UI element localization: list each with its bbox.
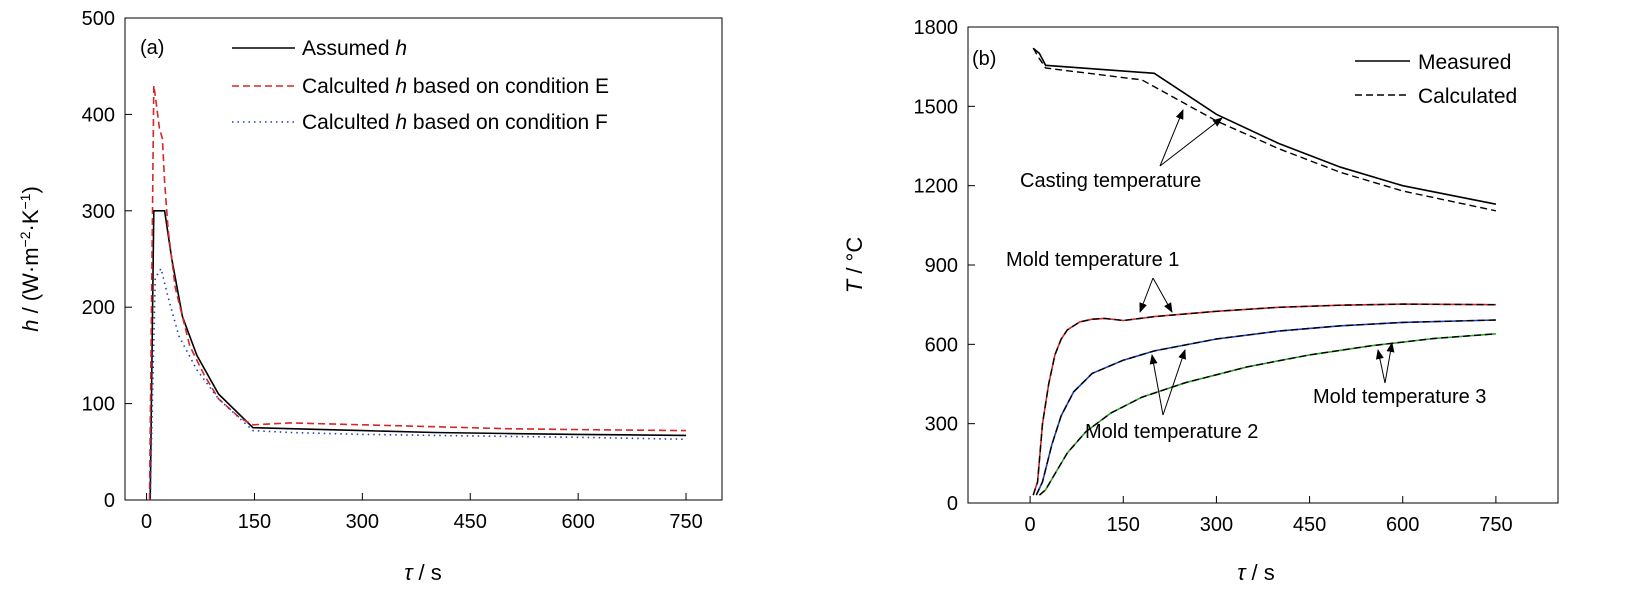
chart-b-y-tick-label: 1500 xyxy=(914,96,959,118)
arrow-mold1-a xyxy=(1139,277,1154,313)
chart-b-x-tick-label: 750 xyxy=(1479,514,1512,536)
arrow-mold3-b xyxy=(1384,342,1395,384)
series-calculated-2 xyxy=(1035,319,1496,496)
chart-a-y-tick-label: 100 xyxy=(82,394,115,416)
chart-b-x-tick-label: 150 xyxy=(1107,514,1140,536)
series-measured-3 xyxy=(1038,333,1496,496)
annotation-mold-temperature-1: Mold temperature 1 xyxy=(1006,249,1179,271)
chart-b-annotation-arrows xyxy=(1139,109,1395,416)
chart-a-x-tick-label: 0 xyxy=(141,511,152,533)
chart-b-y-tick-label: 0 xyxy=(947,493,958,515)
chart-a-x-tick-label: 150 xyxy=(238,511,271,533)
chart-b-y-tick-label: 900 xyxy=(925,255,958,277)
chart-b-x-tick-label: 450 xyxy=(1293,514,1326,536)
chart-a-y-tick-label: 300 xyxy=(82,201,115,223)
chart-a-y-tick-label: 400 xyxy=(82,104,115,126)
chart-b-legend: Measured Calculated xyxy=(1355,51,1517,108)
chart-a-x-tick-label: 600 xyxy=(561,511,594,533)
chart-a-panel-label: (a) xyxy=(140,37,164,59)
annotation-mold-temperature-2: Mold temperature 2 xyxy=(1085,421,1258,443)
legend-label-measured: Measured xyxy=(1418,51,1511,74)
legend-label-assumed: Assumed h xyxy=(302,37,407,60)
chart-b-y-tick-label: 300 xyxy=(925,414,958,436)
series-calculated-1 xyxy=(1032,303,1496,496)
arrow-mold1-b xyxy=(1152,277,1173,313)
chart-b-x-tick-label: 600 xyxy=(1386,514,1419,536)
arrow-casting-calculated xyxy=(1159,117,1223,167)
chart-a-x-axis-title: τ / s xyxy=(404,560,442,585)
chart-a-y-ticks: 0 100 200 300 400 500 xyxy=(82,8,132,512)
arrow-mold2-a xyxy=(1149,354,1164,416)
legend-label-condition-e: Calculted h based on condition E xyxy=(302,75,609,98)
series-line-a-2 xyxy=(149,266,687,501)
legend-label-condition-f: Calculted h based on condition F xyxy=(302,111,608,134)
annotation-casting-temperature: Casting temperature xyxy=(1020,170,1201,192)
chart-b-annotations: Casting temperature Mold temperature 1 M… xyxy=(1006,170,1486,443)
chart-a-y-axis-title: h / (W·m−2·K−1) xyxy=(17,186,43,332)
chart-b-y-ticks: 0 300 600 900 1200 1500 1800 xyxy=(914,17,975,515)
chart-a-series xyxy=(148,85,687,501)
arrow-casting-measured xyxy=(1159,109,1184,167)
series-calculated-3 xyxy=(1038,333,1496,496)
legend-label-calculated: Calculated xyxy=(1418,85,1517,108)
chart-a-x-ticks: 0 150 300 450 600 750 xyxy=(141,493,703,533)
chart-a: 0 150 300 450 600 750 0 100 200 300 400 500 (a) As… xyxy=(17,8,723,585)
series-measured-0 xyxy=(1032,47,1497,205)
series-calculated-0 xyxy=(1032,47,1497,212)
chart-a-x-tick-label: 750 xyxy=(669,511,702,533)
annotation-mold-temperature-3: Mold temperature 3 xyxy=(1313,386,1486,408)
chart-b-x-tick-label: 0 xyxy=(1025,514,1036,536)
chart-b-y-tick-label: 1800 xyxy=(914,17,959,39)
chart-a-y-tick-label: 500 xyxy=(82,8,115,30)
chart-a-y-tick-label: 0 xyxy=(104,490,115,512)
series-line-a-0 xyxy=(149,210,687,501)
arrow-mold3-a xyxy=(1375,349,1386,384)
chart-b-panel-label: (b) xyxy=(972,48,996,70)
chart-a-plot-frame xyxy=(124,17,723,501)
chart-a-y-tick-label: 200 xyxy=(82,297,115,319)
chart-b-x-ticks: 0 150 300 450 600 750 xyxy=(1025,496,1513,536)
series-line-a-1 xyxy=(148,85,687,501)
chart-b-y-tick-label: 1200 xyxy=(914,176,959,198)
chart-b-x-axis-title: τ / s xyxy=(1237,560,1275,585)
chart-b-x-tick-label: 300 xyxy=(1200,514,1233,536)
chart-a-legend: Assumed h Calculted h based on condition… xyxy=(232,37,609,134)
arrow-mold2-b xyxy=(1162,349,1186,416)
chart-b-y-tick-label: 600 xyxy=(925,334,958,356)
chart-b-series xyxy=(1032,47,1497,496)
chart-a-x-tick-label: 300 xyxy=(346,511,379,533)
chart-b: 0 150 300 450 600 750 0300600900120015001800 … xyxy=(842,17,1559,585)
chart-a-x-tick-label: 450 xyxy=(454,511,487,533)
chart-b-y-axis-title: T / °C xyxy=(842,237,867,294)
